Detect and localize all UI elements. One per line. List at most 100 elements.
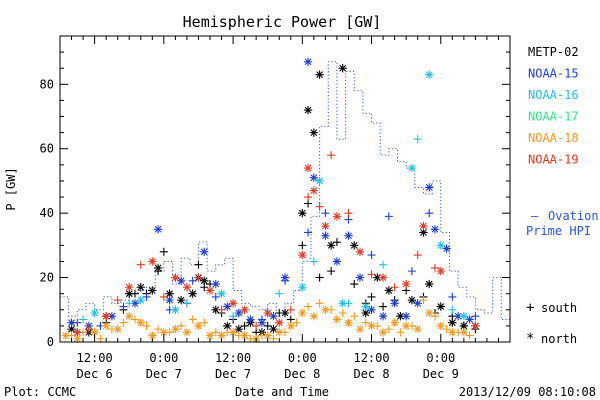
x-tick-time: 12:00 — [77, 351, 113, 365]
point-north — [303, 57, 313, 66]
point-south — [194, 273, 203, 282]
point-south — [315, 273, 324, 282]
point-north — [286, 321, 295, 331]
x-tick-time: 0:00 — [426, 351, 455, 365]
point-south — [142, 321, 151, 330]
point-north — [130, 299, 140, 308]
point-north — [217, 331, 226, 340]
point-south — [142, 292, 151, 301]
point-north — [73, 334, 82, 343]
point-north — [125, 312, 134, 321]
point-north — [332, 212, 342, 221]
point-south — [344, 209, 353, 218]
ovation-label-line1: Ovation — [548, 209, 599, 223]
point-north — [223, 302, 232, 311]
point-north — [390, 299, 399, 308]
point-south — [298, 241, 307, 250]
point-south — [217, 305, 226, 314]
point-south — [240, 321, 249, 330]
point-south — [367, 292, 376, 301]
point-north — [315, 176, 324, 186]
point-south — [442, 325, 451, 334]
point-north — [407, 295, 417, 305]
point-north — [182, 283, 192, 292]
point-north — [67, 324, 76, 334]
point-south — [413, 135, 422, 144]
data-points — [61, 57, 480, 343]
point-north — [223, 321, 232, 331]
point-north — [309, 128, 319, 137]
y-axis-label: P [GW] — [4, 167, 18, 210]
point-south — [125, 299, 134, 308]
chart-title: Hemispheric Power [GW] — [183, 13, 382, 31]
point-north — [148, 331, 157, 340]
point-north — [442, 244, 451, 253]
point-north — [136, 318, 145, 327]
point-south — [315, 299, 324, 308]
point-north — [205, 286, 215, 295]
point-north — [338, 299, 347, 308]
point-south — [113, 296, 122, 305]
point-north — [188, 289, 197, 298]
point-north — [355, 273, 365, 282]
point-north — [90, 308, 99, 318]
point-south — [315, 202, 324, 211]
point-north — [217, 289, 226, 298]
point-north — [378, 312, 388, 321]
point-north — [136, 295, 145, 305]
point-north — [459, 321, 469, 331]
x-tick-date: Dec 7 — [215, 367, 251, 381]
point-north — [350, 241, 359, 250]
point-north — [436, 302, 445, 311]
point-south — [350, 312, 359, 321]
legend-entry: NOAA-18 — [528, 131, 579, 145]
point-south — [367, 270, 376, 279]
point-north — [234, 324, 244, 334]
point-south — [96, 334, 105, 343]
x-tick-time: 0:00 — [149, 351, 178, 365]
point-north — [148, 286, 157, 295]
point-north — [396, 312, 405, 321]
point-north — [211, 279, 220, 289]
footer-right: 2013/12/09 08:10:08 — [459, 385, 596, 399]
point-south — [379, 302, 388, 311]
legend-entry: NOAA-17 — [528, 110, 579, 124]
point-south — [407, 267, 416, 276]
point-south — [188, 276, 197, 285]
point-south — [327, 151, 336, 160]
point-south — [119, 318, 128, 327]
point-north — [211, 305, 220, 314]
point-north — [269, 324, 278, 334]
point-south — [327, 267, 336, 276]
point-north — [240, 305, 249, 314]
point-south — [448, 305, 457, 314]
point-north — [384, 286, 394, 295]
point-north — [378, 273, 388, 282]
x-axis-label: Date and Time — [235, 385, 329, 399]
point-north — [367, 305, 376, 314]
point-south — [431, 312, 439, 321]
ovation-label-line2: Prime HPI — [526, 224, 591, 238]
x-tick-date: Dec 8 — [353, 367, 389, 381]
point-north — [321, 221, 330, 231]
point-north — [459, 328, 469, 337]
point-south — [321, 209, 330, 218]
point-south — [448, 292, 457, 301]
point-north — [298, 283, 307, 292]
point-north — [326, 241, 336, 250]
point-south — [304, 193, 313, 202]
point-south — [263, 321, 272, 330]
point-south — [332, 238, 341, 247]
point-south — [84, 325, 93, 334]
y-tick-label: 40 — [40, 206, 54, 220]
point-south — [79, 315, 88, 324]
point-north — [101, 321, 111, 331]
point-north — [465, 315, 474, 324]
x-axis: 12:00 Dec 6 0:00 Dec 7 12:00 Dec 7 0:00 Dec 8 12… — [59, 36, 511, 381]
point-north — [407, 163, 417, 173]
point-south — [131, 315, 139, 324]
point-north — [125, 289, 134, 298]
point-north — [321, 231, 330, 240]
